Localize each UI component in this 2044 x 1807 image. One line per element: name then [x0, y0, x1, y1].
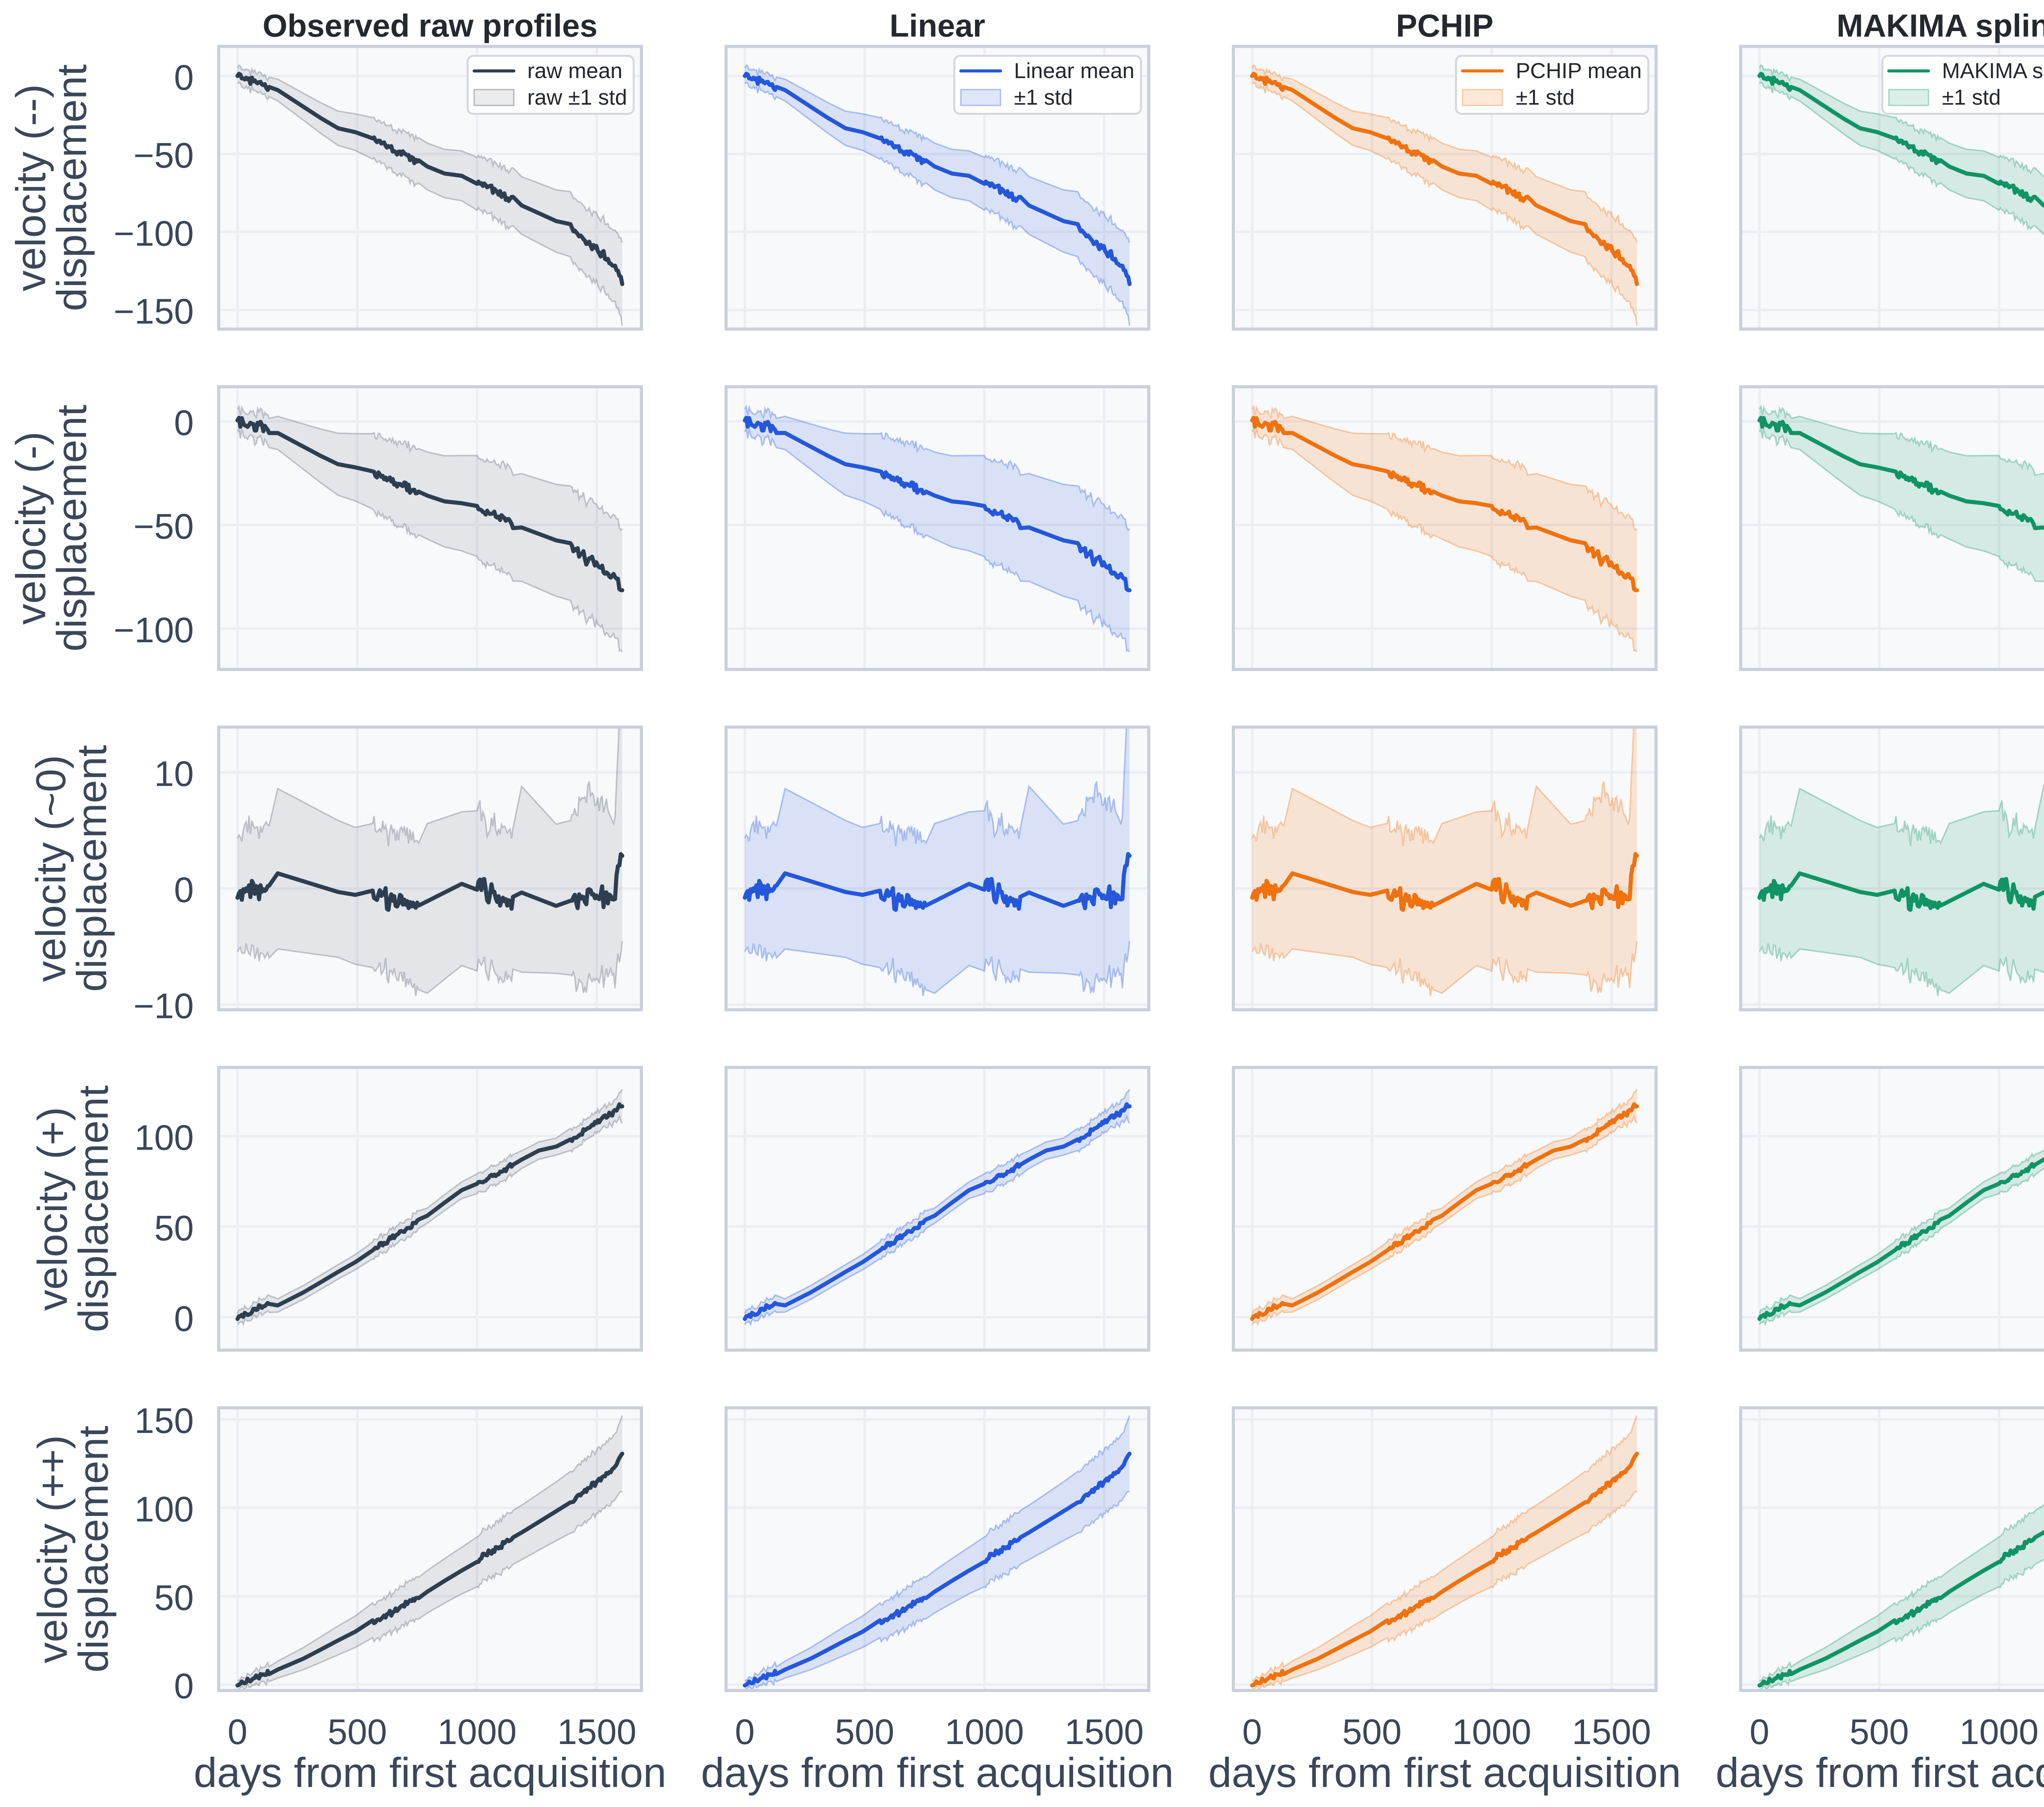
svg-text:−50: −50	[133, 507, 194, 547]
svg-text:0: 0	[735, 1712, 755, 1752]
svg-text:500: 500	[1342, 1712, 1401, 1752]
svg-text:1000: 1000	[437, 1712, 517, 1752]
svg-text:0: 0	[174, 58, 194, 98]
svg-text:1000: 1000	[1452, 1712, 1531, 1752]
svg-text:Linear mean: Linear mean	[1014, 59, 1134, 83]
svg-text:±1 std: ±1 std	[1942, 85, 2001, 110]
svg-text:±1 std: ±1 std	[1014, 85, 1073, 110]
svg-text:MAKIMA spline mean: MAKIMA spline mean	[1942, 59, 2044, 83]
svg-text:−100: −100	[114, 214, 194, 253]
svg-text:days from first acquisition: days from first acquisition	[1716, 1749, 2044, 1796]
svg-text:500: 500	[327, 1712, 387, 1752]
svg-text:raw ±1 std: raw ±1 std	[527, 85, 627, 110]
svg-text:0: 0	[228, 1712, 247, 1752]
svg-text:velocity (++): velocity (++)	[29, 1435, 76, 1663]
svg-text:1500: 1500	[557, 1712, 637, 1752]
svg-text:0: 0	[174, 1299, 194, 1338]
svg-text:0: 0	[1242, 1712, 1262, 1752]
svg-text:velocity (+): velocity (+)	[29, 1107, 76, 1311]
svg-text:displacement: displacement	[48, 64, 95, 311]
svg-text:days from first acquisition: days from first acquisition	[701, 1749, 1174, 1796]
svg-text:0: 0	[174, 1666, 194, 1706]
svg-text:50: 50	[154, 1578, 194, 1618]
svg-text:1000: 1000	[1959, 1712, 2039, 1752]
svg-text:50: 50	[154, 1208, 194, 1248]
svg-text:±1 std: ±1 std	[1516, 85, 1575, 110]
svg-text:1500: 1500	[1065, 1712, 1144, 1752]
svg-text:MAKIMA spline: MAKIMA spline	[1837, 8, 2044, 44]
svg-text:−100: −100	[114, 610, 194, 650]
svg-text:150: 150	[134, 1401, 194, 1441]
svg-text:PCHIP: PCHIP	[1396, 8, 1493, 44]
svg-text:−150: −150	[114, 292, 194, 332]
svg-text:1000: 1000	[945, 1712, 1024, 1752]
svg-text:500: 500	[1849, 1712, 1909, 1752]
svg-text:velocity (~0): velocity (~0)	[27, 755, 74, 982]
svg-text:days from first acquisition: days from first acquisition	[1208, 1749, 1681, 1796]
svg-text:100: 100	[134, 1490, 194, 1529]
svg-text:0: 0	[174, 403, 194, 443]
svg-text:500: 500	[835, 1712, 894, 1752]
svg-text:velocity (--): velocity (--)	[7, 84, 54, 291]
svg-text:1500: 1500	[1572, 1712, 1651, 1752]
svg-text:10: 10	[154, 754, 194, 794]
svg-text:0: 0	[1750, 1712, 1769, 1752]
svg-text:displacement: displacement	[70, 1426, 117, 1672]
svg-text:displacement: displacement	[70, 1085, 117, 1332]
svg-text:Linear: Linear	[890, 8, 985, 44]
svg-text:−10: −10	[133, 986, 194, 1026]
svg-text:100: 100	[134, 1118, 194, 1157]
svg-text:Observed raw profiles: Observed raw profiles	[262, 8, 597, 44]
svg-text:−50: −50	[133, 136, 194, 175]
svg-text:PCHIP mean: PCHIP mean	[1516, 59, 1642, 83]
svg-text:displacement: displacement	[68, 745, 115, 992]
svg-text:days from first acquisition: days from first acquisition	[194, 1749, 666, 1796]
svg-text:0: 0	[174, 870, 194, 910]
svg-text:displacement: displacement	[48, 405, 95, 652]
svg-text:velocity (-): velocity (-)	[7, 431, 54, 625]
svg-text:raw mean: raw mean	[527, 59, 623, 83]
